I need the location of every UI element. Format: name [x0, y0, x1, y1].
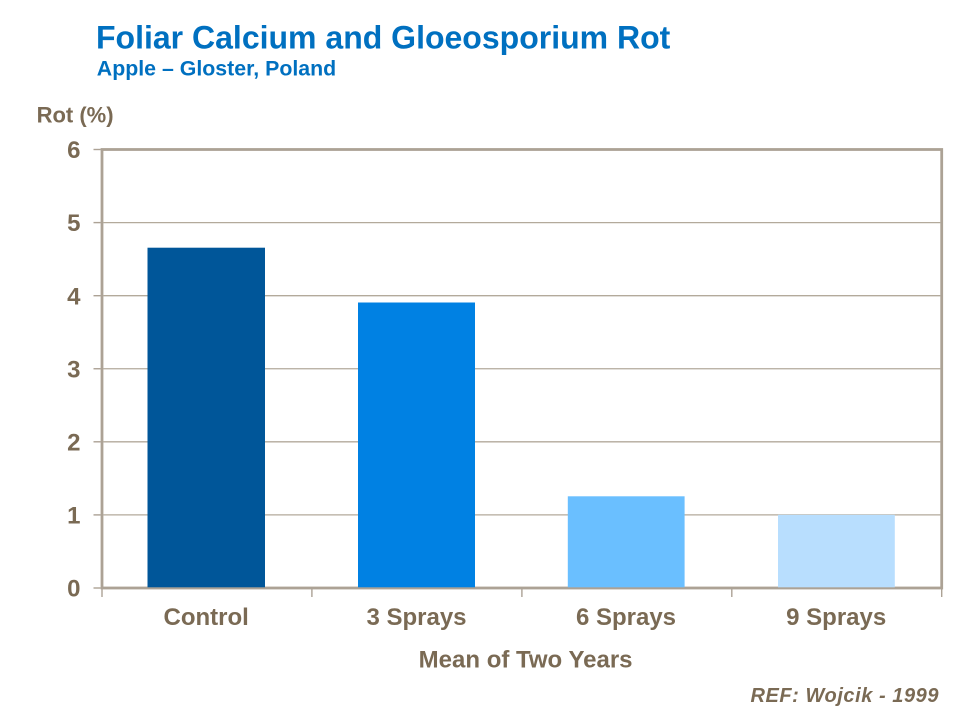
svg-text:Foliar Calcium and Gloeosporiu: Foliar Calcium and Gloeosporium Rot [96, 20, 671, 56]
svg-text:Apple – Gloster, Poland: Apple – Gloster, Poland [97, 57, 336, 81]
svg-text:Rot (%): Rot (%) [37, 103, 114, 128]
svg-text:Control: Control [164, 604, 249, 631]
svg-text:Mean of Two Years: Mean of Two Years [419, 647, 633, 674]
svg-text:6: 6 [67, 137, 80, 164]
svg-text:2: 2 [67, 429, 80, 456]
svg-text:0: 0 [67, 576, 80, 603]
svg-text:4: 4 [67, 283, 81, 310]
svg-text:5: 5 [67, 210, 80, 237]
svg-text:6 Sprays: 6 Sprays [576, 604, 676, 631]
svg-text:3: 3 [67, 356, 80, 383]
svg-text:1: 1 [67, 503, 80, 530]
svg-text:9 Sprays: 9 Sprays [786, 604, 886, 631]
svg-text:REF: Wojcik - 1999: REF: Wojcik - 1999 [751, 685, 940, 707]
svg-text:3 Sprays: 3 Sprays [366, 604, 466, 631]
